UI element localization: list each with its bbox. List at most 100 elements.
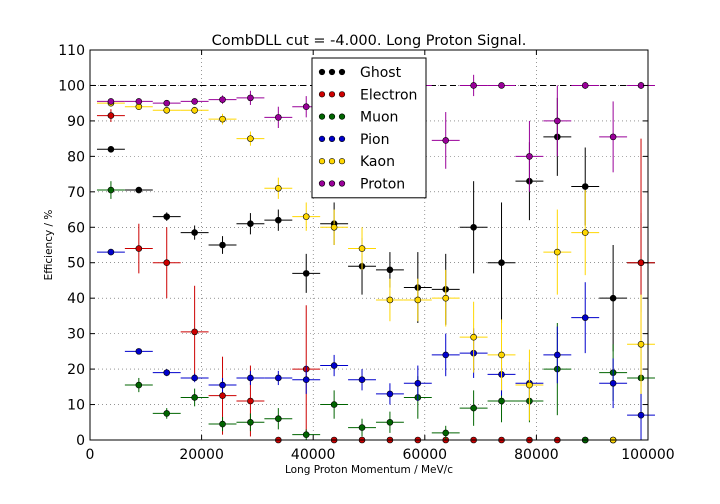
data-marker <box>163 369 171 376</box>
series-layer <box>96 74 655 444</box>
legend-marker <box>328 180 336 187</box>
data-marker <box>302 103 310 111</box>
data-point <box>152 99 181 107</box>
data-marker <box>581 314 589 321</box>
data-marker <box>163 106 171 114</box>
y-tick-label: 90 <box>67 114 85 130</box>
data-marker <box>330 362 338 369</box>
data-point <box>375 383 404 405</box>
legend-marker <box>328 135 336 142</box>
legend-entry-kaon: Kaon <box>318 154 395 170</box>
data-point <box>96 248 125 256</box>
data-point <box>208 95 237 104</box>
data-marker <box>554 248 561 256</box>
data-marker <box>386 296 394 304</box>
data-marker <box>247 397 254 405</box>
data-marker <box>470 223 477 231</box>
data-point <box>348 227 376 270</box>
data-point <box>124 103 153 111</box>
data-marker <box>609 133 617 141</box>
data-marker <box>107 145 115 153</box>
data-point <box>403 278 432 322</box>
data-marker <box>107 112 115 119</box>
legend-label: Muon <box>360 110 398 126</box>
data-marker <box>637 340 645 348</box>
data-marker <box>163 213 171 220</box>
data-point <box>599 358 628 409</box>
data-point <box>292 253 321 293</box>
data-marker <box>247 94 254 102</box>
data-point <box>180 388 209 407</box>
y-tick-label: 0 <box>76 433 85 449</box>
data-marker <box>247 135 254 142</box>
data-point <box>459 74 488 97</box>
y-tick-label: 40 <box>67 291 85 307</box>
data-marker <box>191 328 198 336</box>
data-marker <box>526 153 533 160</box>
legend-entry-muon: Muon <box>318 110 398 126</box>
data-point <box>208 377 237 393</box>
y-tick-label: 30 <box>67 327 85 343</box>
x-tick-label: 80000 <box>514 447 559 463</box>
data-point <box>627 294 655 394</box>
data-marker <box>442 137 450 144</box>
data-point <box>320 390 349 419</box>
data-marker <box>386 418 394 426</box>
data-marker <box>302 213 310 220</box>
data-point <box>264 106 293 128</box>
legend-box <box>311 57 427 199</box>
data-marker <box>414 379 422 387</box>
data-point <box>431 269 460 327</box>
data-point <box>459 181 488 274</box>
data-marker <box>302 270 310 277</box>
data-marker <box>442 429 450 437</box>
data-point <box>124 186 153 194</box>
data-marker <box>275 114 282 121</box>
data-marker <box>554 351 561 359</box>
data-point <box>375 278 404 322</box>
legend-marker <box>338 113 346 120</box>
data-marker <box>554 117 561 125</box>
legend-marker <box>328 91 336 98</box>
data-marker <box>498 259 505 267</box>
data-point <box>180 225 209 240</box>
data-marker <box>219 392 226 399</box>
data-point <box>543 85 572 157</box>
data-point <box>320 209 349 245</box>
data-marker <box>609 379 617 387</box>
legend-marker <box>318 135 326 142</box>
data-point <box>543 209 572 295</box>
data-point <box>459 301 488 373</box>
data-marker <box>330 223 338 231</box>
data-point <box>180 373 209 383</box>
series-pion <box>96 248 655 440</box>
legend-entry-proton: Proton <box>318 177 405 193</box>
legend-label: Pion <box>360 132 389 148</box>
data-point <box>487 82 516 89</box>
data-marker <box>470 82 477 89</box>
data-marker <box>275 374 282 382</box>
data-point <box>152 212 181 221</box>
data-marker <box>302 431 310 438</box>
data-point <box>375 411 404 433</box>
plot-area <box>89 49 649 441</box>
data-marker <box>247 220 254 228</box>
data-marker <box>442 351 450 359</box>
data-point <box>292 202 321 231</box>
data-marker <box>414 296 422 304</box>
data-marker <box>135 245 143 252</box>
data-marker <box>358 376 366 384</box>
data-point <box>264 209 293 231</box>
data-point <box>431 112 460 169</box>
data-point <box>96 98 125 105</box>
x-tick-label: 60000 <box>403 447 448 463</box>
axis-ticks: 0 20000 40000 60000 80000 100000 0 10 20 30 40 50 60… <box>58 43 674 463</box>
data-point <box>236 90 265 105</box>
data-point <box>124 377 153 393</box>
data-point <box>543 326 572 384</box>
data-point <box>236 213 265 235</box>
data-marker <box>442 294 450 302</box>
y-tick-label: 20 <box>67 362 85 378</box>
data-marker <box>135 98 143 105</box>
